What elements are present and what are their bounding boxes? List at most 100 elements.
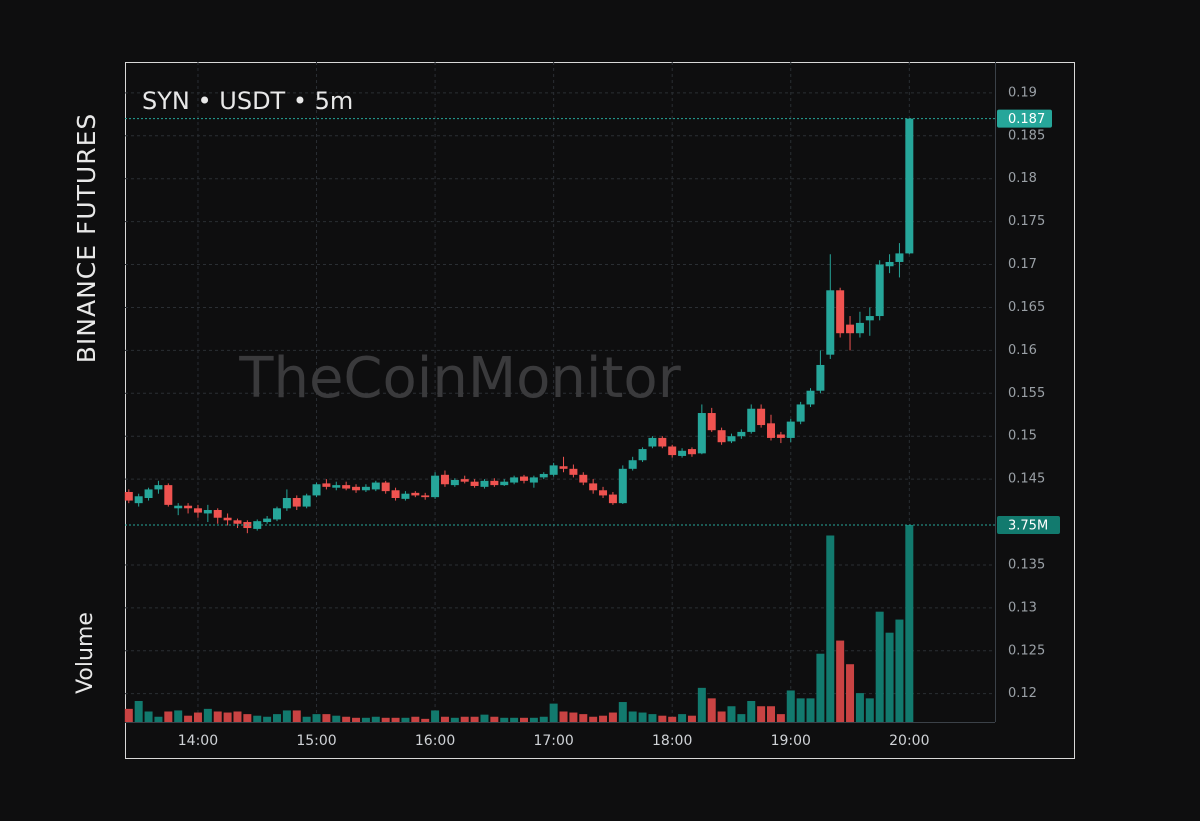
volume-bar	[332, 715, 341, 722]
candle-body	[381, 482, 390, 492]
candle-body	[599, 490, 608, 496]
grid	[125, 62, 995, 722]
volume-bar	[490, 716, 499, 722]
volume-bar	[865, 698, 874, 722]
marks	[124, 118, 914, 722]
candle-body	[905, 118, 914, 254]
volume-bar	[658, 715, 667, 722]
volume-bar	[253, 715, 262, 722]
volume-bar	[855, 693, 864, 722]
last-volume-label: 3.75M	[1008, 519, 1048, 534]
volume-bar	[796, 698, 805, 722]
y-tick-label: 0.155	[1008, 386, 1045, 401]
candle-body	[687, 449, 696, 455]
volume-bar	[757, 706, 766, 722]
candle-body	[855, 322, 864, 334]
candle-body	[184, 505, 193, 509]
candle-body	[302, 495, 311, 507]
volume-bar	[707, 698, 716, 722]
volume-bar	[608, 712, 617, 722]
x-tick-label: 18:00	[652, 733, 692, 749]
candle-body	[727, 436, 736, 442]
y-tick-label: 0.125	[1008, 643, 1045, 658]
volume-bar	[569, 712, 578, 722]
candle-body	[421, 495, 430, 498]
volume-bar	[668, 716, 677, 722]
volume-bar	[243, 714, 252, 722]
volume-bar	[618, 702, 627, 722]
candle-body	[282, 497, 291, 509]
volume-bar	[480, 714, 489, 722]
candle-body	[816, 364, 825, 391]
y-tick-label: 0.18	[1008, 171, 1037, 186]
candle-body	[836, 290, 845, 334]
last-volume-badge	[997, 516, 1060, 534]
y-tick-label: 0.17	[1008, 257, 1037, 272]
volume-bar	[786, 690, 795, 722]
volume-bar	[302, 716, 311, 722]
candle-body	[124, 491, 133, 501]
candle-body	[332, 485, 341, 488]
volume-bar	[529, 717, 538, 722]
candle-body	[154, 485, 163, 490]
candle-body	[352, 486, 361, 491]
x-tick-label: 14:00	[178, 733, 218, 749]
last-price-label: 0.187	[1008, 112, 1045, 127]
candle-body	[510, 477, 519, 483]
volume-bar	[905, 525, 914, 722]
candle-body	[490, 480, 499, 486]
candle-body	[500, 481, 509, 486]
volume-bar	[203, 708, 212, 722]
candle-body	[628, 460, 637, 469]
candle-body	[391, 490, 400, 498]
volume-bar	[342, 716, 351, 722]
candle-body	[539, 473, 548, 478]
watermark: TheCoinMonitor	[238, 346, 681, 411]
y-tick-label: 0.15	[1008, 429, 1037, 444]
candle-body	[233, 520, 242, 524]
candle-body	[786, 421, 795, 438]
volume-bar	[599, 715, 608, 722]
candle-body	[776, 434, 785, 438]
candle-body	[440, 474, 449, 485]
volume-bar	[193, 712, 202, 722]
candle-body	[193, 508, 202, 513]
volume-title: Volume	[73, 612, 98, 694]
volume-bar	[381, 717, 390, 722]
candle-body	[263, 518, 272, 523]
candle-body	[411, 492, 420, 496]
x-tick-label: 20:00	[889, 733, 929, 749]
volume-bar	[273, 714, 281, 722]
frame	[125, 62, 1075, 759]
volume-bar	[460, 716, 469, 722]
candle-body	[529, 477, 538, 483]
volume-bar	[826, 535, 835, 722]
volume-bar	[440, 716, 449, 722]
y-tick-label: 0.145	[1008, 472, 1045, 487]
x-tick-label: 16:00	[415, 733, 455, 749]
candle-body	[174, 505, 183, 509]
volume-bar	[816, 653, 825, 722]
candle-body	[342, 485, 351, 489]
candle-body	[875, 264, 884, 317]
candle-body	[460, 479, 469, 482]
volume-bar	[648, 714, 657, 722]
candle-body	[223, 517, 232, 521]
candle-body	[895, 253, 904, 262]
volume-bar	[134, 700, 143, 722]
candle-body	[717, 430, 726, 443]
candle-body	[757, 408, 766, 426]
volume-bar	[885, 632, 894, 722]
volume-bar	[223, 712, 232, 722]
volume-bar	[500, 717, 509, 722]
candle-body	[322, 483, 331, 487]
candle-body	[638, 449, 647, 461]
candle-body	[707, 413, 716, 431]
volume-bar	[846, 664, 855, 722]
candle-body	[737, 431, 746, 437]
candle-body	[618, 468, 627, 504]
candle-body	[371, 482, 380, 490]
candle-body	[579, 474, 588, 483]
volume-bar	[737, 714, 746, 722]
